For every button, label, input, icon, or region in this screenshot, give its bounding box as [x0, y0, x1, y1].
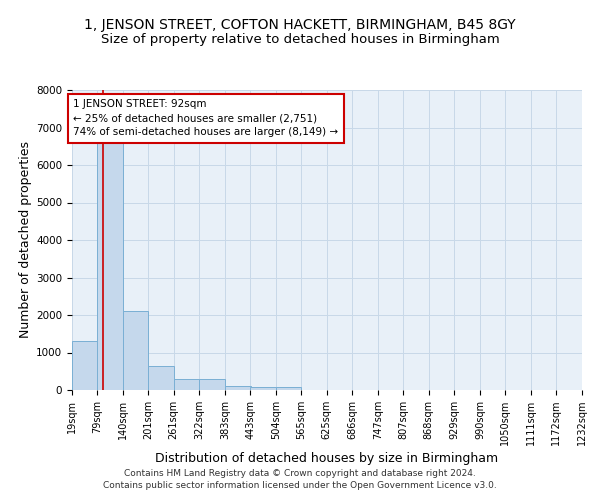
Bar	[276, 387, 301, 390]
Bar	[97, 142, 123, 390]
Text: 1 JENSON STREET: 92sqm
← 25% of detached houses are smaller (2,751)
74% of semi-: 1 JENSON STREET: 92sqm ← 25% of detached…	[73, 100, 338, 138]
Text: Contains public sector information licensed under the Open Government Licence v3: Contains public sector information licen…	[103, 481, 497, 490]
Bar	[72, 341, 98, 390]
X-axis label: Distribution of detached houses by size in Birmingham: Distribution of detached houses by size …	[155, 452, 499, 465]
Bar	[199, 379, 225, 390]
Text: 1, JENSON STREET, COFTON HACKETT, BIRMINGHAM, B45 8GY: 1, JENSON STREET, COFTON HACKETT, BIRMIN…	[84, 18, 516, 32]
Y-axis label: Number of detached properties: Number of detached properties	[19, 142, 32, 338]
Bar	[250, 387, 276, 390]
Text: Size of property relative to detached houses in Birmingham: Size of property relative to detached ho…	[101, 32, 499, 46]
Bar	[173, 379, 199, 390]
Bar	[225, 386, 251, 390]
Bar	[148, 366, 174, 390]
Text: Contains HM Land Registry data © Crown copyright and database right 2024.: Contains HM Land Registry data © Crown c…	[124, 468, 476, 477]
Bar	[123, 311, 148, 390]
